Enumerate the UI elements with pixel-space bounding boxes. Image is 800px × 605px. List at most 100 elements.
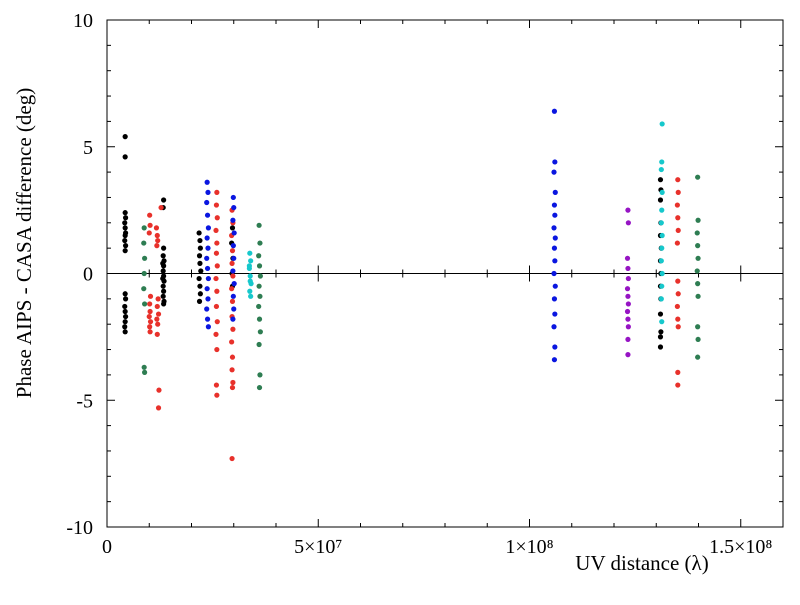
data-point bbox=[214, 240, 220, 246]
data-point bbox=[196, 275, 202, 282]
tick-labels: -10 -5 0 5 10 0 5×10⁷ 1×10⁸ 1.5×10⁸ bbox=[66, 10, 772, 558]
data-point bbox=[230, 217, 236, 223]
data-point bbox=[674, 240, 680, 246]
data-point bbox=[205, 245, 211, 251]
data-point bbox=[552, 159, 558, 165]
data-point bbox=[214, 346, 220, 353]
data-point bbox=[659, 245, 665, 251]
data-point bbox=[675, 189, 681, 195]
data-point bbox=[213, 250, 220, 256]
data-point bbox=[694, 230, 700, 236]
data-point bbox=[122, 291, 128, 297]
data-point bbox=[230, 316, 236, 322]
data-point bbox=[675, 382, 681, 388]
data-point bbox=[625, 352, 631, 358]
data-point bbox=[146, 313, 152, 320]
data-point bbox=[160, 275, 166, 282]
data-point bbox=[256, 263, 263, 269]
data-point bbox=[122, 237, 128, 244]
data-point bbox=[248, 293, 254, 299]
series-cyan bbox=[246, 121, 665, 325]
data-point bbox=[695, 354, 701, 360]
data-point bbox=[122, 308, 128, 315]
y-axis-label: Phase AIPS - CASA difference (deg) bbox=[12, 88, 36, 398]
data-point bbox=[231, 204, 237, 211]
data-point bbox=[214, 392, 220, 398]
data-point bbox=[695, 336, 701, 343]
data-point bbox=[204, 306, 210, 312]
data-point bbox=[551, 357, 558, 363]
data-point bbox=[205, 189, 211, 195]
data-point bbox=[147, 324, 153, 330]
data-point bbox=[551, 324, 557, 330]
data-point bbox=[552, 344, 558, 350]
data-point bbox=[229, 384, 236, 391]
x-tick-label: 0 bbox=[102, 536, 112, 558]
data-point bbox=[675, 215, 681, 221]
series-black bbox=[122, 134, 664, 350]
data-point bbox=[257, 273, 263, 279]
data-point bbox=[147, 319, 154, 325]
data-point bbox=[694, 268, 700, 274]
data-point bbox=[213, 202, 220, 208]
data-point bbox=[142, 301, 148, 307]
data-point bbox=[256, 253, 262, 259]
data-point bbox=[625, 293, 631, 299]
data-point bbox=[625, 316, 631, 322]
data-point bbox=[122, 232, 128, 239]
data-point bbox=[155, 321, 161, 327]
series-red bbox=[146, 177, 681, 462]
data-point bbox=[197, 237, 203, 244]
data-point bbox=[695, 281, 701, 287]
data-point bbox=[214, 263, 220, 269]
data-point bbox=[551, 245, 558, 251]
y-tick-label: -10 bbox=[66, 517, 93, 539]
data-point bbox=[625, 301, 631, 307]
data-point bbox=[552, 258, 558, 264]
data-point bbox=[204, 199, 210, 206]
data-point bbox=[147, 293, 154, 299]
data-point bbox=[147, 329, 153, 335]
data-point bbox=[230, 293, 236, 299]
data-point bbox=[229, 367, 235, 373]
data-point bbox=[229, 354, 236, 360]
data-point bbox=[551, 202, 558, 208]
data-point bbox=[197, 245, 203, 251]
data-point bbox=[122, 215, 129, 221]
data-point bbox=[231, 306, 237, 312]
data-point bbox=[154, 331, 160, 337]
data-points bbox=[122, 108, 701, 462]
tick-marks bbox=[106, 19, 783, 528]
data-point bbox=[160, 268, 166, 274]
data-point bbox=[213, 382, 220, 388]
data-point bbox=[552, 235, 558, 241]
data-point bbox=[256, 316, 263, 322]
data-point bbox=[141, 270, 147, 277]
data-point bbox=[160, 283, 166, 289]
data-point bbox=[213, 275, 219, 282]
data-point bbox=[695, 324, 701, 330]
data-point bbox=[147, 212, 153, 218]
data-point bbox=[154, 303, 160, 310]
data-point bbox=[657, 177, 664, 183]
data-point bbox=[204, 316, 211, 322]
y-tick-label: 5 bbox=[83, 137, 93, 159]
data-point bbox=[659, 121, 665, 127]
data-point bbox=[552, 311, 558, 317]
data-point bbox=[155, 237, 161, 244]
data-point bbox=[122, 329, 128, 335]
data-point bbox=[142, 255, 148, 261]
data-point bbox=[204, 255, 210, 261]
data-point bbox=[230, 243, 236, 249]
data-point bbox=[674, 303, 680, 310]
data-point bbox=[675, 324, 681, 330]
data-point bbox=[154, 232, 160, 239]
data-point bbox=[256, 222, 262, 228]
data-point bbox=[624, 255, 631, 261]
data-point bbox=[695, 217, 701, 223]
data-point bbox=[204, 212, 211, 218]
data-point bbox=[658, 258, 664, 264]
data-point bbox=[122, 313, 129, 320]
data-point bbox=[551, 225, 557, 231]
